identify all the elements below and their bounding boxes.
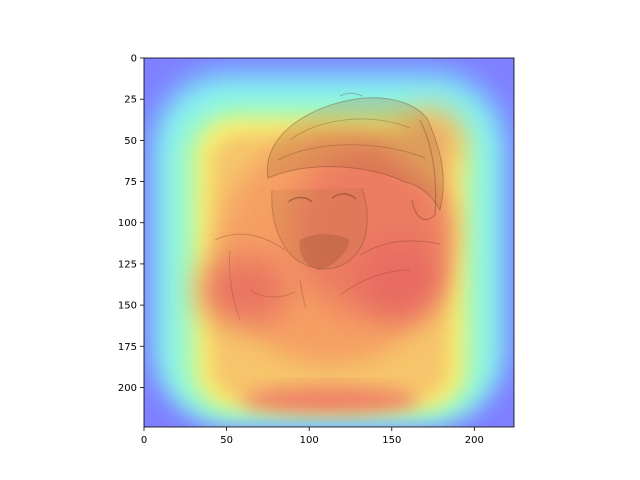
y-tick-label: 0 bbox=[131, 54, 137, 65]
y-tick-label: 150 bbox=[118, 301, 137, 312]
heatmap-image bbox=[144, 58, 514, 427]
y-tick-label: 125 bbox=[118, 259, 137, 270]
x-tick-label: 0 bbox=[141, 435, 147, 446]
x-tick-label: 100 bbox=[300, 435, 319, 446]
y-axis: 0 25 50 75 100 125 150 175 200 bbox=[118, 54, 144, 394]
y-tick-label: 75 bbox=[124, 177, 137, 188]
plot-frame bbox=[143, 57, 515, 428]
y-tick-label: 100 bbox=[118, 218, 137, 229]
y-tick-label: 200 bbox=[118, 383, 137, 394]
x-tick-label: 150 bbox=[382, 435, 401, 446]
y-tick-label: 175 bbox=[118, 342, 137, 353]
x-tick-label: 200 bbox=[465, 435, 484, 446]
x-tick-label: 50 bbox=[220, 435, 233, 446]
portrait-sketch bbox=[214, 92, 444, 321]
y-tick-label: 50 bbox=[124, 136, 137, 147]
x-axis: 0 50 100 150 200 bbox=[141, 427, 484, 446]
y-tick-label: 25 bbox=[124, 95, 137, 106]
